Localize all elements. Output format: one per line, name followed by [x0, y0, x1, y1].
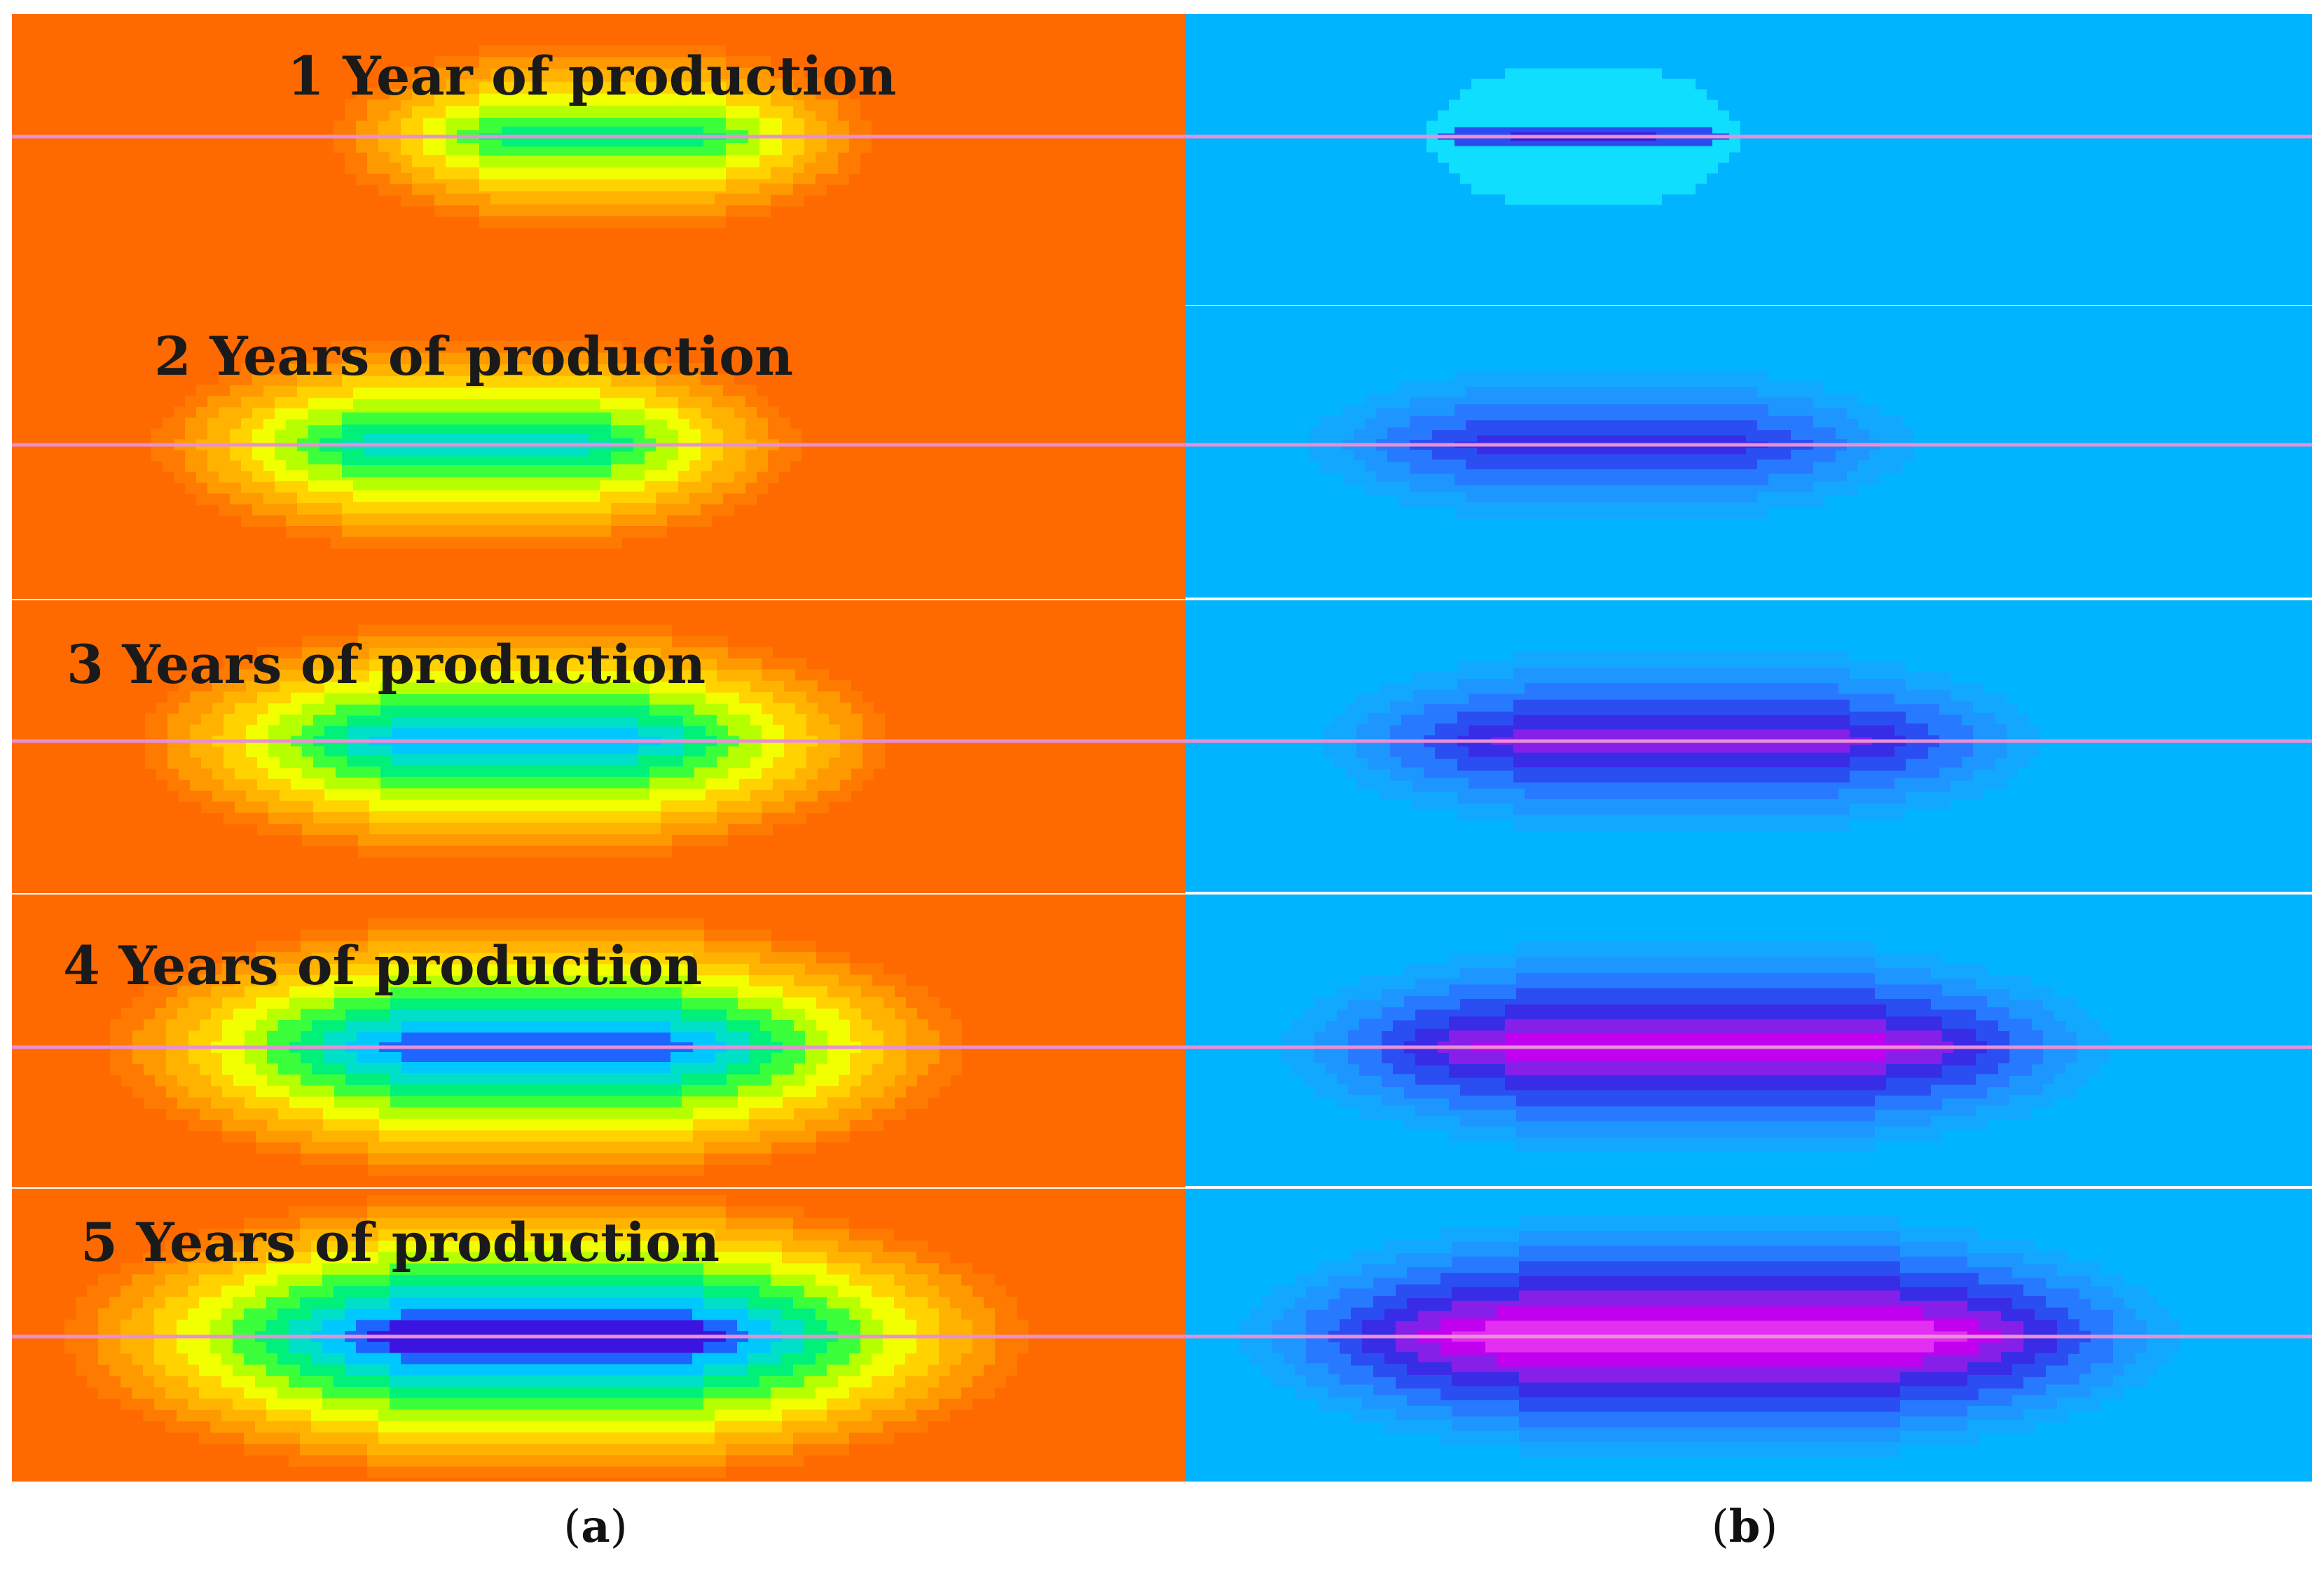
panel-b-map-2 [1185, 306, 2312, 602]
panel-a-year-label: 4 Years of production [63, 934, 702, 997]
caption-a-close: ) [610, 1501, 628, 1553]
caption-b-open: ( [1711, 1501, 1729, 1553]
caption-a: (a) [490, 1499, 701, 1555]
panel-a-year-label: 1 Year of production [287, 45, 896, 107]
panel-a-map-3: 3 Years of production [12, 600, 1185, 895]
panel-a-divider [12, 1187, 1185, 1189]
panel-a-map-2: 2 Years of production [12, 306, 1185, 600]
panel-a-divider [12, 893, 1185, 895]
panel-b-map-4 [1185, 895, 2312, 1190]
panel-a-map-4: 4 Years of production [12, 895, 1185, 1189]
panel-a-map-1: 1 Year of production [12, 14, 1185, 308]
panel-b-map-1 [1185, 14, 2312, 310]
panel-b-map-5 [1185, 1189, 2312, 1482]
panel-b-divider [1185, 598, 2312, 602]
caption-b: (b) [1639, 1499, 1850, 1555]
panel-b-divider [1185, 892, 2312, 896]
caption-a-letter: a [581, 1500, 610, 1553]
panel-a-year-label: 2 Years of production [154, 325, 793, 387]
caption-a-open: ( [563, 1501, 582, 1553]
panel-b-background [1185, 14, 2312, 307]
caption-b-close: ) [1760, 1501, 1778, 1553]
panel-a-pressure-maps: 1 Year of production 2 Years of productio… [12, 14, 1185, 1482]
panel-a-year-label: 5 Years of production [81, 1211, 720, 1273]
panel-b-saturation-maps [1185, 14, 2312, 1482]
caption-b-letter: b [1728, 1500, 1761, 1553]
panel-a-year-label: 3 Years of production [67, 633, 706, 696]
panel-b-map-3 [1185, 600, 2312, 896]
panel-b-divider [1185, 1186, 2312, 1190]
panel-a-map-5: 5 Years of production [12, 1189, 1185, 1482]
panel-a-divider [12, 599, 1185, 600]
